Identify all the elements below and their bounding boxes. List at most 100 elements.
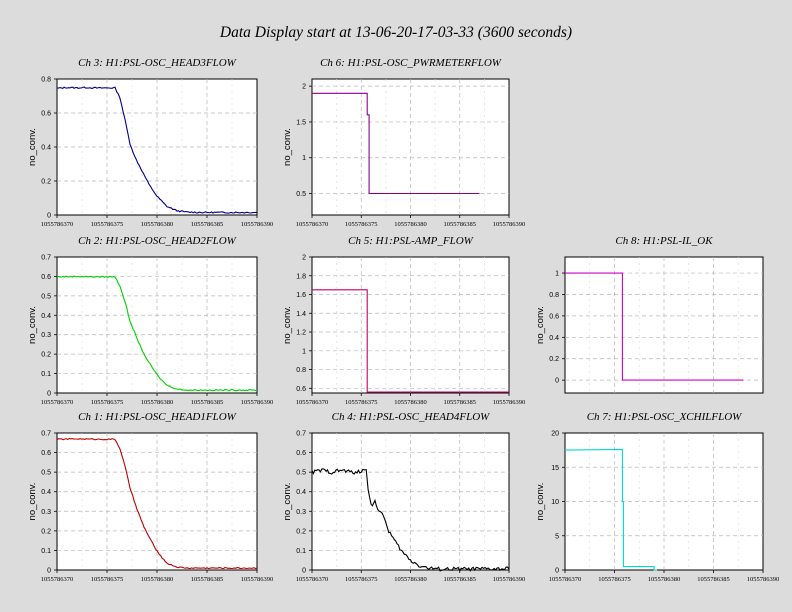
x-tick-label: 1055786390	[493, 399, 526, 406]
x-tick-label: 1055786380	[141, 221, 174, 228]
x-tick-label: 1055786380	[394, 399, 427, 406]
chart-title: Ch 6: H1:PSL-OSC_PWRMETERFLOW	[320, 57, 502, 69]
y-tick-label: 0.2	[41, 179, 51, 186]
x-tick-label: 1055786390	[493, 221, 526, 228]
y-tick-label: 0	[47, 213, 51, 220]
x-tick-label: 1055786380	[394, 221, 427, 228]
y-tick-label: 0.3	[41, 509, 51, 516]
y-axis-label: no_conv.	[282, 483, 293, 521]
y-axis-label: no_conv.	[282, 306, 293, 344]
x-tick-label: 1055786375	[91, 221, 124, 228]
y-tick-label: 0	[555, 568, 559, 575]
chart-title: Ch 1: H1:PSL-OSC_HEAD1FLOW	[78, 411, 236, 423]
x-tick-label: 1055786385	[191, 221, 224, 228]
y-tick-label: 0.3	[41, 332, 51, 339]
x-tick-label: 1055786370	[296, 576, 329, 583]
x-tick-label: 1055786390	[241, 221, 274, 228]
chart-panel: 0 0.2 0.4 0.6 0.8 1055786370 1055786375 1055786…	[27, 57, 273, 228]
x-tick-label: 1055786375	[91, 399, 124, 406]
chart-panel: 0 5 10 15 20 1055786370 1055786375 1055786380 10…	[535, 411, 779, 583]
y-tick-label: 0.5	[296, 470, 306, 477]
series-line	[564, 448, 658, 571]
chart-title: Ch 8: H1:PSL-IL_OK	[615, 235, 713, 247]
y-tick-label: 0.5	[41, 470, 51, 477]
series-line	[56, 86, 257, 214]
y-tick-label: 0.2	[41, 352, 51, 359]
chart-title: Ch 4: H1:PSL-OSC_HEAD4FLOW	[332, 411, 490, 423]
y-axis-label: no_conv.	[27, 306, 38, 344]
x-tick-label: 1055786385	[444, 576, 477, 583]
y-tick-label: 0.6	[549, 313, 559, 320]
y-tick-label: 0.1	[296, 548, 306, 555]
x-tick-label: 1055786385	[444, 221, 477, 228]
y-tick-label: 0.2	[549, 356, 559, 363]
y-axis-label: no_conv.	[535, 306, 546, 344]
plot-area	[311, 432, 510, 571]
chart-panel: 0 0.1 0.2 0.3 0.4 0.5 0.6 0.7 1055786370 10557863…	[27, 411, 273, 583]
series-line	[312, 92, 480, 195]
series-line	[56, 437, 258, 570]
chart-panel: 0 0.1 0.2 0.3 0.4 0.5 0.6 0.7 1055786370 10557863…	[282, 411, 525, 583]
y-tick-label: 0.1	[41, 371, 51, 378]
x-tick-label: 1055786385	[191, 576, 224, 583]
x-tick-label: 1055786370	[41, 576, 74, 583]
plot-area	[56, 432, 258, 571]
chart-panel: 0.5 1 1.5 2 1055786370 1055786375 1055786380 10…	[282, 57, 525, 228]
x-tick-label: 1055786370	[296, 399, 329, 406]
y-tick-label: 0.4	[296, 489, 306, 496]
y-tick-label: 0.4	[41, 145, 51, 152]
y-tick-label: 0.2	[296, 528, 306, 535]
x-tick-label: 1055786375	[91, 576, 124, 583]
y-tick-label: 0.6	[41, 111, 51, 118]
x-tick-label: 1055786375	[345, 221, 378, 228]
y-tick-label: 0.5	[41, 293, 51, 300]
x-tick-label: 1055786380	[648, 576, 681, 583]
series-line	[311, 468, 510, 573]
display-title: Data Display start at 13-06-20-17-03-33 …	[219, 24, 573, 41]
y-tick-label: 1.2	[296, 330, 306, 337]
x-tick-label: 1055786385	[191, 399, 224, 406]
y-tick-label: 1.4	[296, 311, 306, 318]
y-axis-label: no_conv.	[535, 483, 546, 521]
series-line	[312, 289, 509, 393]
y-tick-label: 0.5	[296, 191, 306, 198]
x-tick-label: 1055786385	[697, 576, 730, 583]
y-tick-label: 0	[47, 391, 51, 398]
y-tick-label: 0.4	[549, 335, 559, 342]
x-tick-label: 1055786370	[41, 221, 74, 228]
x-tick-label: 1055786380	[141, 399, 174, 406]
y-tick-label: 20	[551, 431, 559, 438]
y-tick-label: 5	[555, 533, 559, 540]
y-tick-label: 1	[302, 348, 306, 355]
chart-title: Ch 5: H1:PSL-AMP_FLOW	[348, 235, 473, 247]
y-tick-label: 0.8	[549, 292, 559, 299]
x-tick-label: 1055786390	[241, 576, 274, 583]
x-tick-label: 1055786385	[444, 399, 477, 406]
y-tick-label: 0.7	[41, 255, 51, 262]
y-tick-label: 10	[551, 499, 559, 506]
x-tick-label: 1055786375	[598, 576, 631, 583]
y-tick-label: 0.7	[41, 431, 51, 438]
y-tick-label: 0.6	[41, 450, 51, 457]
y-tick-label: 0.4	[41, 489, 51, 496]
y-tick-label: 0.8	[296, 367, 306, 374]
x-tick-label: 1055786370	[41, 399, 74, 406]
y-tick-label: 2	[302, 255, 306, 262]
chart-title: Ch 2: H1:PSL-OSC_HEAD2FLOW	[78, 235, 236, 247]
y-tick-label: 0.3	[296, 509, 306, 516]
y-tick-label: 1.5	[296, 119, 306, 126]
x-tick-label: 1055786390	[747, 576, 780, 583]
x-tick-label: 1055786390	[493, 576, 526, 583]
x-tick-label: 1055786375	[345, 399, 378, 406]
chart-panel: 0 0.1 0.2 0.3 0.4 0.5 0.6 0.7 1055786370 10557863…	[27, 235, 273, 406]
y-tick-label: 1	[302, 155, 306, 162]
chart-title: Ch 3: H1:PSL-OSC_HEAD3FLOW	[78, 57, 236, 69]
y-tick-label: 0.2	[41, 528, 51, 535]
x-tick-label: 1055786370	[549, 576, 582, 583]
chart-panel: 0.6 0.8 1 1.2 1.4 1.6 1.8 2 1055786370 1055786375…	[282, 235, 525, 406]
y-tick-label: 0.8	[41, 77, 51, 84]
x-tick-label: 1055786375	[345, 576, 378, 583]
y-tick-label: 0.4	[41, 313, 51, 320]
